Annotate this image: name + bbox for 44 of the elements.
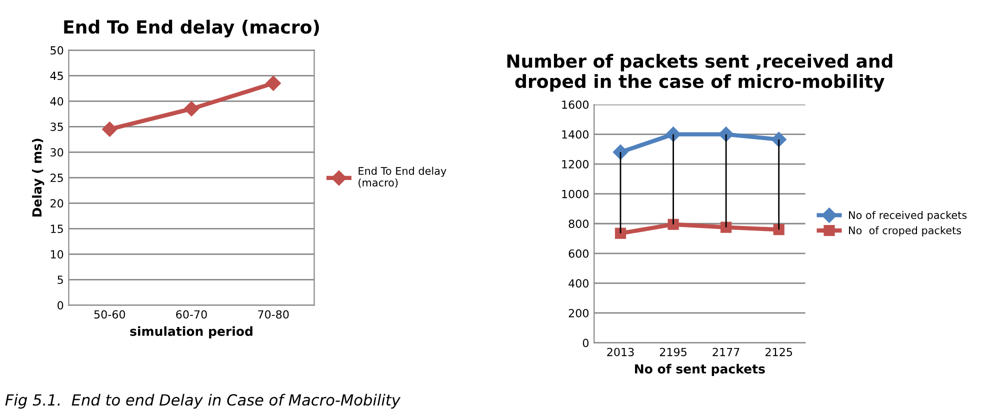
- y-tick-label: 1600: [562, 100, 589, 109]
- x-tick-label: 70-80: [258, 310, 289, 319]
- point: [102, 122, 118, 137]
- y-tick-label: 1000: [562, 190, 589, 198]
- x-tick-label: 2177: [712, 348, 740, 356]
- y-tick-label: 30: [50, 148, 64, 157]
- y-axis-title: Delay ( ms): [32, 138, 44, 216]
- legend-label: No of croped packets: [849, 226, 962, 236]
- x-tick-label: 60-70: [176, 310, 207, 319]
- x-tick-label: 50-60: [94, 310, 126, 319]
- y-tick-label: 20: [50, 199, 64, 208]
- y-tick-label: 1200: [562, 160, 589, 168]
- y-tick-label: 0: [582, 338, 589, 348]
- caption: Fig 5.1. End to end Delay in Case of Macro-Mobility: [5, 394, 401, 409]
- y-tick-label: 10: [50, 250, 64, 259]
- point: [668, 218, 679, 230]
- x-tick-label: 2125: [766, 348, 792, 356]
- y-tick-label: 40: [50, 97, 64, 106]
- y-tick-label: 15: [50, 224, 63, 234]
- y-tick-label: 200: [568, 308, 589, 318]
- point: [614, 228, 626, 239]
- y-tick-label: 1400: [562, 130, 589, 139]
- x-axis-title: simulation period: [130, 326, 252, 338]
- x-tick-label: 2195: [660, 348, 686, 356]
- point: [720, 222, 732, 233]
- point: [266, 76, 281, 91]
- y-tick-label: 25: [50, 174, 63, 182]
- y-tick-label: 800: [568, 220, 589, 228]
- chart-title: Number of packets sent ,received and droped in the case of micro-mobility: [507, 54, 892, 92]
- point: [612, 144, 628, 160]
- chart-title: End To End delay (macro): [64, 20, 319, 38]
- y-tick-label: 0: [58, 301, 64, 310]
- y-tick-label: 5: [58, 276, 63, 284]
- y-tick-label: 400: [568, 279, 589, 288]
- y-tick-label: 45: [50, 72, 63, 80]
- point: [184, 101, 200, 116]
- x-tick-label: 2013: [607, 348, 634, 356]
- x-axis-title: No of sent packets: [635, 364, 765, 376]
- y-tick-label: 600: [568, 249, 589, 258]
- y-tick-label: 35: [50, 122, 63, 132]
- y-tick-label: 50: [50, 46, 64, 55]
- point: [773, 224, 784, 236]
- legend-label: End To End delay (macro): [358, 166, 446, 188]
- legend-label: No of received packets: [849, 210, 967, 222]
